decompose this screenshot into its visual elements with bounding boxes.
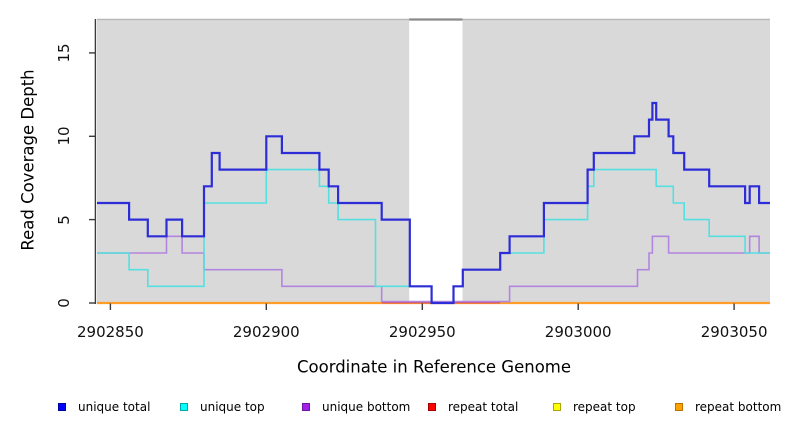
y-axis-label: Read Coverage Depth — [18, 69, 38, 251]
legend-label: unique bottom — [322, 400, 411, 414]
x-tick-label: 2902900 — [232, 323, 300, 341]
x-axis-label: Coordinate in Reference Genome — [296, 357, 572, 377]
y-tick-label: 10 — [55, 126, 73, 146]
y-tick-label: 5 — [55, 214, 73, 225]
x-tick-label: 2902950 — [388, 323, 456, 341]
legend-swatch-icon — [302, 403, 310, 411]
y-tick-label: 0 — [55, 298, 73, 308]
legend-label: repeat bottom — [695, 400, 782, 414]
legend-label: unique total — [78, 400, 151, 414]
legend-swatch-icon — [428, 403, 436, 411]
x-tick-label: 2902850 — [76, 323, 144, 341]
series-line-unique-total — [97, 101, 770, 305]
legend-swatch-icon — [553, 403, 561, 411]
legend-swatch-icon — [58, 403, 66, 411]
x-tick-label: 2903000 — [544, 323, 612, 341]
legend-label: repeat top — [573, 400, 636, 414]
y-tick-label: 15 — [55, 43, 73, 63]
legend-label: unique top — [200, 400, 265, 414]
x-tick-label: 2903050 — [700, 323, 768, 341]
legend-label: repeat total — [448, 400, 519, 414]
series-line-unique-bottom — [97, 235, 770, 303]
legend-swatch-icon — [180, 403, 188, 411]
legend-swatch-icon — [675, 403, 683, 411]
masked-region — [409, 20, 463, 303]
